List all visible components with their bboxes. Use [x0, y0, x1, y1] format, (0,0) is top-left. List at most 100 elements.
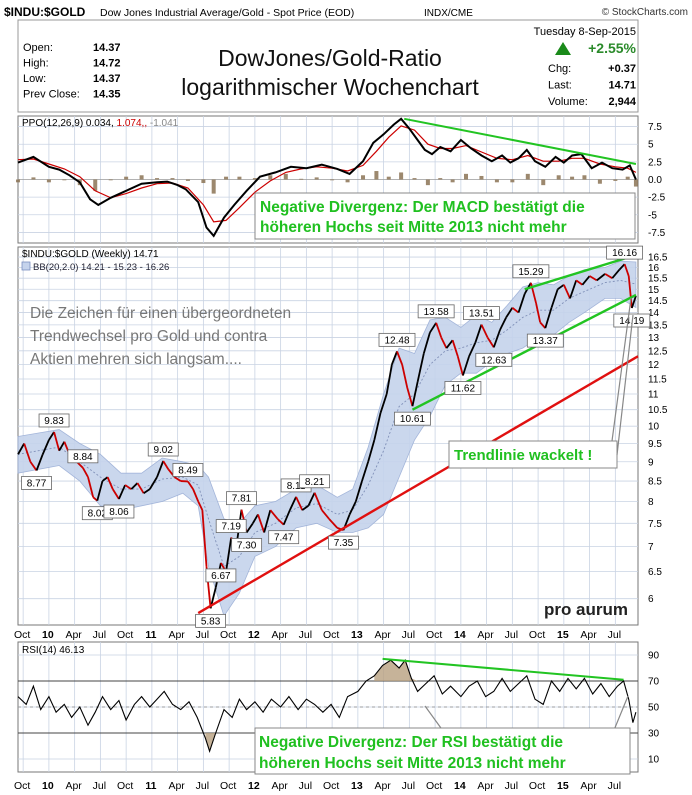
price-segment — [143, 488, 151, 494]
price-segment — [511, 307, 520, 314]
price-ytick: 8 — [648, 497, 654, 508]
price-segment — [451, 339, 459, 357]
bb-legend-swatch — [21, 261, 31, 271]
price-segment — [611, 269, 621, 279]
price-segment — [252, 513, 259, 524]
x-tick-label: Apr — [580, 629, 597, 641]
price-data-label-box — [231, 538, 263, 552]
price-segment — [517, 293, 526, 313]
price-data-label: 9.02 — [153, 445, 173, 456]
price-segment — [411, 381, 419, 407]
price-ytick: 7.5 — [648, 519, 662, 530]
stat-value: 14.37 — [93, 73, 121, 85]
x-tick-label: Apr — [580, 780, 597, 792]
ppo-ytick: 7.5 — [648, 122, 662, 133]
price-data-label-box — [475, 352, 513, 367]
x-tick-label: Jul — [402, 780, 415, 792]
ppo-histogram-bar — [510, 179, 515, 183]
price-segment — [201, 510, 208, 567]
x-tick-label: 11 — [145, 780, 156, 792]
price-segment — [396, 351, 403, 365]
price-segment — [589, 275, 598, 282]
ppo-histogram-bar — [541, 179, 546, 186]
change-pct-label: +2.55% — [588, 40, 636, 56]
price-ytick: 10 — [648, 422, 660, 433]
price-data-label-box — [215, 519, 247, 533]
ppo-histogram-bar — [361, 175, 366, 180]
x-tick-label: 12 — [248, 780, 260, 792]
price-segment — [307, 492, 316, 507]
stat-label: Volume: — [548, 96, 588, 108]
ppo-histogram-bar — [314, 177, 319, 180]
price-segment — [53, 431, 61, 451]
rsi-oversold-fill — [205, 733, 216, 752]
ppo-histogram-bar — [570, 176, 575, 180]
stat-label: Prev Close: — [23, 89, 80, 101]
ppo-legend-name: PPO(12,26,9) — [22, 118, 86, 129]
callout-pointer — [611, 297, 632, 442]
price-segment — [118, 484, 126, 500]
price-segment — [41, 439, 50, 455]
ppo-histogram-bar — [62, 179, 67, 181]
ppo-legend-v3: -1.041 — [150, 118, 179, 129]
price-data-label-box — [394, 411, 431, 426]
ppo-histogram-bar — [124, 176, 129, 180]
ppo-histogram-bar — [268, 175, 273, 180]
bollinger-band-fill — [17, 260, 637, 617]
rsi-annotation-box — [254, 727, 631, 775]
price-segment — [269, 509, 279, 520]
ppo-divergence-line — [404, 117, 637, 165]
price-segment — [328, 518, 338, 529]
ppo-histogram-bar — [582, 175, 587, 180]
price-segment — [245, 522, 254, 533]
x-tick-label: Jul — [608, 780, 621, 792]
ppo-histogram-bar — [31, 177, 36, 180]
price-data-label: 7.30 — [237, 540, 257, 551]
rsi-ytick: 90 — [648, 651, 660, 662]
panels: 7.5 5 2.5 -2.5 -5 -7.5 0.0 PPO(12,26,9) 0.034, … — [14, 115, 668, 792]
x-tick-label: 13 — [351, 629, 363, 641]
ppo-histogram-bar — [464, 173, 469, 180]
price-segment — [289, 496, 297, 511]
x-tick-label: Oct — [529, 629, 545, 641]
price-segment — [354, 480, 363, 502]
x-tick-label: Oct — [220, 629, 236, 641]
symbol-label: $INDU:$GOLD — [4, 5, 86, 19]
ppo-histogram-bar — [93, 179, 98, 191]
x-tick-label: Jul — [505, 780, 518, 792]
x-tick-label: 12 — [248, 629, 260, 641]
ppo-histogram-bar — [386, 176, 391, 180]
price-segment — [321, 509, 330, 520]
title-line-1: DowJones/Gold-Ratio — [218, 45, 442, 71]
price-segment — [505, 307, 514, 318]
ppo-histogram-bar — [479, 175, 484, 180]
price-data-label-box — [512, 264, 550, 279]
stat-value: 2,944 — [608, 96, 636, 108]
ppo-annotation-line-2: höheren Hochs seit Mitte 2013 nicht mehr — [260, 219, 567, 236]
red-trendline — [197, 355, 639, 615]
price-segment — [282, 509, 291, 526]
price-ytick: 16.5 — [648, 253, 668, 264]
price-segment — [361, 461, 370, 482]
stat-value: 14.37 — [93, 42, 121, 54]
price-data-label-box — [299, 474, 331, 489]
ppo-histogram-bar — [108, 179, 113, 181]
x-tick-label: Jul — [196, 629, 209, 641]
stat-label: Open: — [23, 42, 53, 54]
price-ytick: 6.5 — [648, 567, 662, 578]
x-tick-label: Oct — [529, 780, 545, 792]
price-segment — [499, 317, 507, 331]
price-segment — [58, 441, 66, 452]
bb-legend: BB(20,2.0) 14.21 - 15.23 - 16.26 — [33, 262, 169, 273]
x-tick-label: 11 — [145, 629, 156, 641]
ppo-histogram-bar — [211, 179, 216, 194]
ppo-annotation-line-1: Negative Divergenz: Der MACD bestätigt d… — [260, 199, 585, 216]
ppo-histogram-bar — [155, 178, 160, 180]
price-segment — [162, 460, 170, 470]
x-tick-label: Jul — [299, 629, 312, 641]
price-ytick: 15 — [648, 285, 660, 296]
price-ytick: 13.5 — [648, 320, 668, 331]
stat-label: Chg: — [548, 63, 571, 75]
price-segment — [627, 275, 633, 309]
stat-label: Low: — [23, 73, 46, 85]
